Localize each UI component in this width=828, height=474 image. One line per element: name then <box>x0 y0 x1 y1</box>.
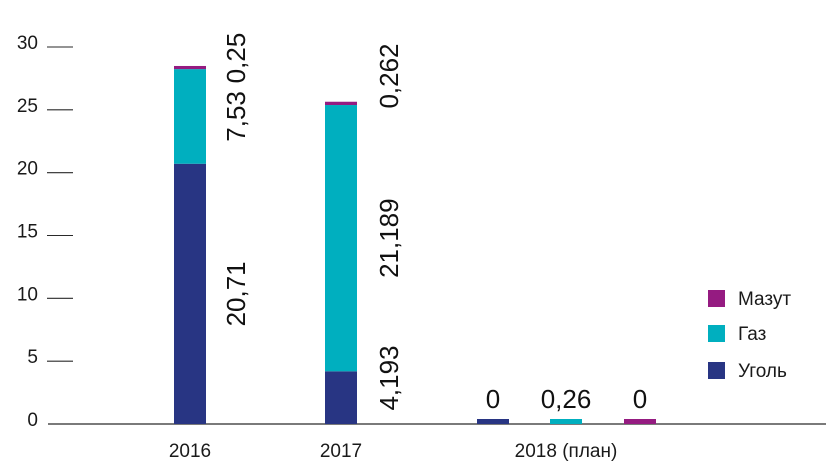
legend: Мазут Газ Уголь <box>708 289 791 382</box>
y-tick-label: 20 <box>17 159 38 180</box>
data-label-0-0: 20,71 <box>221 261 251 326</box>
bar-segment-1-0 <box>325 371 357 424</box>
bar-segment-1-2 <box>325 101 357 106</box>
legend-label: Мазут <box>738 289 791 310</box>
legend-label: Уголь <box>738 361 787 382</box>
legend-label: Газ <box>738 324 766 345</box>
plan-bar-2 <box>624 419 656 424</box>
legend-swatch <box>708 325 725 342</box>
data-labels-group: 20,71 7,53 0,25 4,193 21,189 0,262 0 0,26 0 <box>221 33 647 414</box>
plan-bar-1 <box>550 419 582 424</box>
data-label-0-2: 0,25 <box>221 33 251 84</box>
category-label: 2017 <box>320 441 362 462</box>
bar-segment-0-2 <box>174 65 206 70</box>
plan-label-1: 0,26 <box>541 384 592 414</box>
data-label-1-2: 0,262 <box>374 43 404 108</box>
y-tick-label: 0 <box>27 410 38 431</box>
bar-segment-0-0 <box>174 163 206 425</box>
legend-swatch <box>708 362 725 379</box>
y-tick-label: 10 <box>17 284 38 305</box>
data-label-1-0: 4,193 <box>374 345 404 410</box>
y-tick-label: 25 <box>17 96 38 117</box>
category-label: 2018 (план) <box>515 441 618 462</box>
bar-segment-1-1 <box>325 105 357 372</box>
bar-segment-0-1 <box>174 69 206 164</box>
y-tick-label: 5 <box>27 347 38 368</box>
plan-label-0: 0 <box>486 384 500 414</box>
data-label-1-1: 21,189 <box>374 198 404 278</box>
data-label-0-1: 7,53 <box>221 91 251 142</box>
y-tick-label: 30 <box>17 33 38 54</box>
y-axis-ticks: 0 5 10 15 20 25 30 <box>17 33 73 431</box>
plan-bar-0 <box>477 419 509 424</box>
legend-swatch <box>708 290 725 307</box>
bars-group <box>174 65 656 425</box>
y-tick-label: 15 <box>17 222 38 243</box>
category-label: 2016 <box>169 441 211 462</box>
plan-label-2: 0 <box>633 384 647 414</box>
category-labels-group: 2016 2017 2018 (план) <box>169 441 617 462</box>
